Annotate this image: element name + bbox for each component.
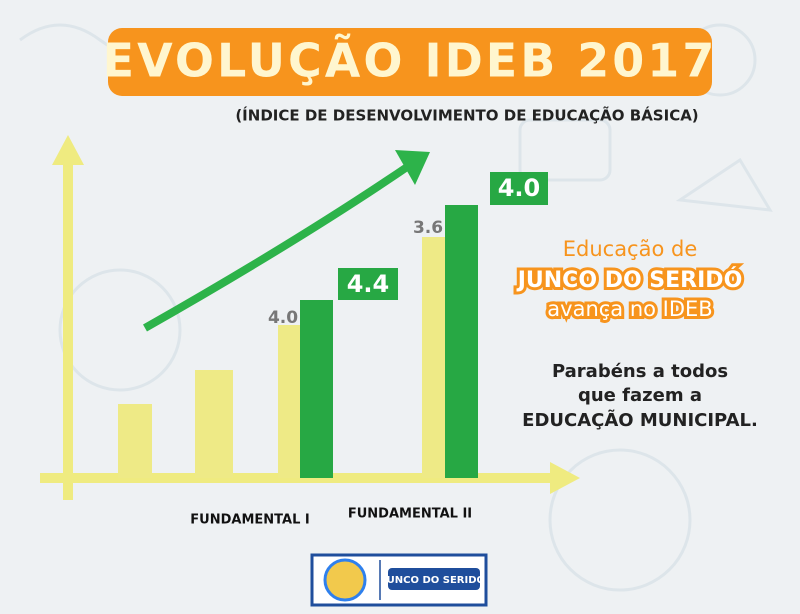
value-label: 3.6 — [413, 218, 443, 238]
congrats: que fazem a — [578, 385, 702, 406]
trend-arrow — [143, 161, 413, 332]
headline: Educação de — [563, 237, 698, 261]
bar — [118, 404, 152, 478]
headline: avança no IDEB — [547, 297, 712, 321]
logo-emblem — [323, 558, 367, 602]
bar — [445, 205, 478, 478]
headline: JUNCO DO SERIDÓ — [516, 267, 743, 293]
value-label: 4.4 — [347, 270, 390, 298]
value-label: 4.0 — [268, 308, 298, 328]
group-label: FUNDAMENTAL I — [190, 513, 309, 528]
doodles — [19, 23, 773, 592]
trend-arrowhead — [395, 150, 430, 185]
bar — [195, 370, 233, 478]
bar — [278, 325, 300, 478]
congrats: EDUCAÇÃO MUNICIPAL. — [522, 408, 758, 431]
value-label: 4.0 — [498, 174, 541, 202]
label-box — [338, 268, 398, 300]
title: EVOLUÇÃO IDEB 2017 — [103, 33, 718, 88]
logo-band — [388, 568, 480, 590]
title-banner — [108, 28, 712, 96]
subtitle: (ÍNDICE DE DESENVOLVIMENTO DE EDUCAÇÃO B… — [235, 106, 698, 125]
congrats: Parabéns a todos — [552, 361, 728, 382]
bar — [422, 237, 445, 478]
label-box — [490, 172, 548, 205]
group-label: FUNDAMENTAL II — [348, 507, 472, 522]
logo-text: JUNCO DO SERIDÓ — [382, 573, 485, 586]
bars — [118, 205, 478, 478]
bar — [300, 300, 333, 478]
